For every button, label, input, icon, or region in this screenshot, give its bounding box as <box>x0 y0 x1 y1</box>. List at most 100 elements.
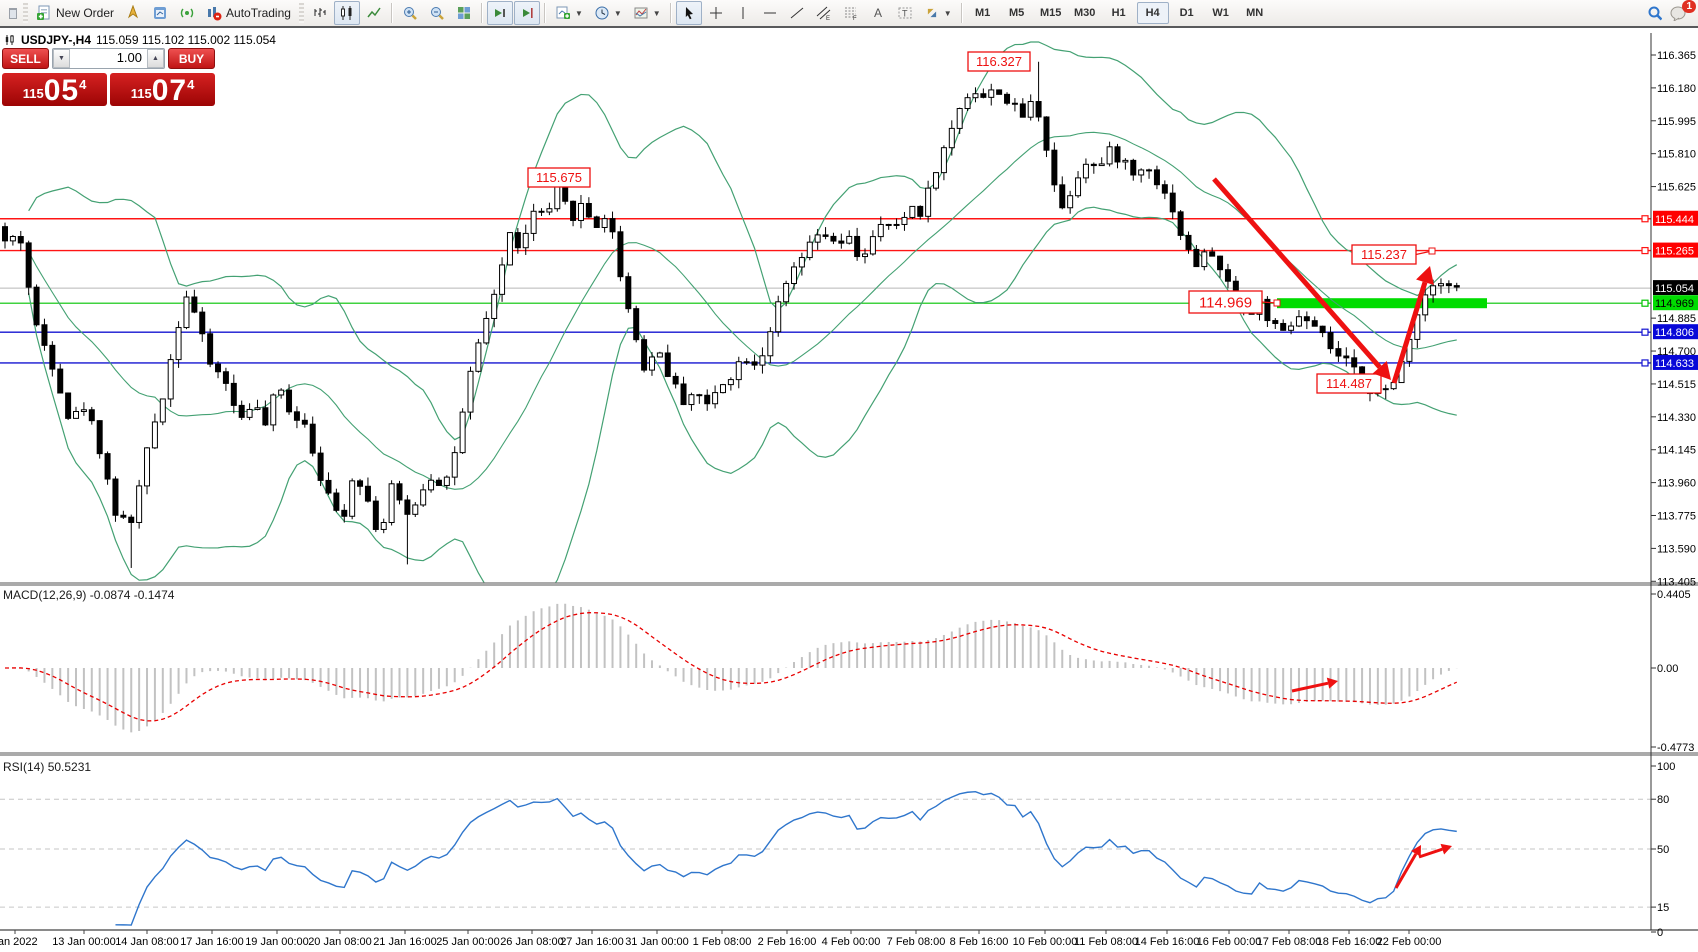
experts-button[interactable] <box>147 1 173 25</box>
candle-body <box>1382 388 1389 391</box>
candle-body <box>33 286 40 326</box>
trend-arrow[interactable] <box>1291 681 1329 693</box>
macd-panel[interactable] <box>4 603 1458 733</box>
tile-windows-button[interactable] <box>451 1 477 25</box>
volume-increase-button[interactable]: ▲ <box>147 49 164 68</box>
candle-body <box>151 421 158 449</box>
line-handle[interactable] <box>1641 215 1649 223</box>
auto-scroll-button[interactable] <box>486 1 513 25</box>
tab-timeframe-M1[interactable]: M1 <box>975 7 991 19</box>
sell-price-panel[interactable]: 115 05 4 <box>2 73 107 106</box>
price-annotation-box[interactable] <box>1351 244 1417 265</box>
candle-body <box>1343 355 1350 359</box>
buy-price-panel[interactable]: 115 07 4 <box>110 73 215 106</box>
trend-arrow-head <box>1326 677 1338 689</box>
tab-timeframe-MN[interactable]: MN <box>1246 7 1264 19</box>
price-axis[interactable]: 116.365 116.180 115.995 115.810 115.625 114.8… <box>1651 50 1698 588</box>
candlestick-chart-button[interactable] <box>333 1 360 25</box>
zoom-out-button[interactable] <box>424 1 450 25</box>
tab-timeframe-H1[interactable]: H1 <box>1111 7 1126 19</box>
svg-text:0.00: 0.00 <box>1657 663 1678 675</box>
support-band[interactable] <box>1277 298 1487 309</box>
price-label-box <box>1653 354 1698 370</box>
marketwatch-button[interactable] <box>120 1 146 25</box>
svg-text:T: T <box>902 9 908 19</box>
line-handle[interactable] <box>1641 359 1649 367</box>
bar-chart-button[interactable] <box>307 1 333 25</box>
svg-text:15: 15 <box>1657 902 1669 914</box>
rsi-value: 50.5231 <box>47 760 92 774</box>
toolbar-separator <box>669 3 672 23</box>
candle-body <box>270 394 277 426</box>
candle-body <box>499 264 506 295</box>
cursor-tool-button[interactable] <box>675 1 702 25</box>
annotations[interactable]: 116.327 115.675 115.237 114.969 114.487 <box>527 51 1452 889</box>
time-tick-label: 14 Jan 08:00 <box>115 936 179 948</box>
notification-badge: 1 <box>1682 0 1696 13</box>
price-annotation-box[interactable] <box>1316 373 1382 394</box>
new-order-button[interactable]: New Order <box>31 1 119 25</box>
tab-timeframe-W1[interactable]: W1 <box>1212 7 1229 19</box>
label-tool-button[interactable]: T <box>892 1 918 25</box>
fibonacci-tool-button[interactable]: F <box>838 1 864 25</box>
price-annotation-box[interactable] <box>1188 290 1263 314</box>
line-handle[interactable] <box>1641 246 1649 255</box>
candle-body <box>869 236 876 255</box>
svg-text:-0.4773: -0.4773 <box>1657 742 1694 754</box>
tab-timeframe-M15[interactable]: M15 <box>1039 7 1062 19</box>
main-chart-panel[interactable] <box>0 41 1651 619</box>
period-button[interactable]: ▼ <box>589 1 627 25</box>
channel-tool-button[interactable]: E <box>811 1 837 25</box>
trendline-tool-button[interactable] <box>784 1 810 25</box>
new-chart-button[interactable]: ▼ <box>550 1 588 25</box>
candle-body <box>956 108 963 129</box>
candle-body <box>388 483 395 524</box>
candle-body <box>704 394 711 405</box>
candle-body <box>609 218 616 233</box>
trend-arrow[interactable] <box>1418 847 1443 859</box>
horizontal-line-tool-button[interactable] <box>757 1 783 25</box>
tab-timeframe-H4[interactable]: H4 <box>1136 2 1169 24</box>
notifications-icon[interactable]: 1 <box>1668 0 1696 21</box>
tab-timeframe-M5[interactable]: M5 <box>1009 7 1025 19</box>
buy-button[interactable]: BUY <box>168 48 215 69</box>
template-button[interactable]: ▼ <box>628 1 666 25</box>
text-tool-button[interactable]: A <box>865 1 891 25</box>
price-annotation-box[interactable] <box>527 167 591 188</box>
candle-body <box>1288 325 1295 331</box>
trend-arrow[interactable] <box>1391 281 1428 384</box>
candle-body <box>112 478 119 516</box>
horizontal-level-lines[interactable] <box>0 218 1651 364</box>
candle-body <box>980 93 987 98</box>
tab-timeframe-D1[interactable]: D1 <box>1179 7 1194 19</box>
candle-body <box>1185 234 1192 250</box>
search-icon[interactable] <box>1646 5 1662 21</box>
line-handle[interactable] <box>1641 299 1649 307</box>
crosshair-tool-button[interactable] <box>703 1 729 25</box>
tab-timeframe-M30[interactable]: M30 <box>1073 7 1096 19</box>
trend-arrow[interactable] <box>1394 853 1418 889</box>
zoom-in-button[interactable] <box>397 1 423 25</box>
volume-value[interactable]: 1.00 <box>116 50 142 65</box>
rsi-panel[interactable] <box>0 790 1651 926</box>
candle-body <box>96 420 103 455</box>
candle-body <box>80 409 87 413</box>
trend-arrow[interactable] <box>1212 177 1382 369</box>
volume-decrease-button[interactable]: ▼ <box>53 49 70 68</box>
candle-body <box>1453 285 1460 288</box>
autotrading-button[interactable]: AutoTrading <box>201 1 296 25</box>
signals-button[interactable] <box>174 1 200 25</box>
sell-button[interactable]: SELL <box>2 48 49 69</box>
chart-shift-button[interactable] <box>513 1 540 25</box>
vertical-line-tool-button[interactable] <box>730 1 756 25</box>
line-handle[interactable] <box>1641 328 1649 336</box>
arrows-tool-button[interactable]: ▼ <box>919 1 957 25</box>
candle-body <box>325 479 332 494</box>
line-chart-button[interactable] <box>361 1 387 25</box>
volume-field[interactable]: ▼ 1.00 ▲ <box>52 48 165 69</box>
time-tick-label: 11 Feb 08:00 <box>1074 936 1138 948</box>
fibonacci-icon: F <box>843 5 859 21</box>
price-annotation-box[interactable] <box>967 51 1031 72</box>
